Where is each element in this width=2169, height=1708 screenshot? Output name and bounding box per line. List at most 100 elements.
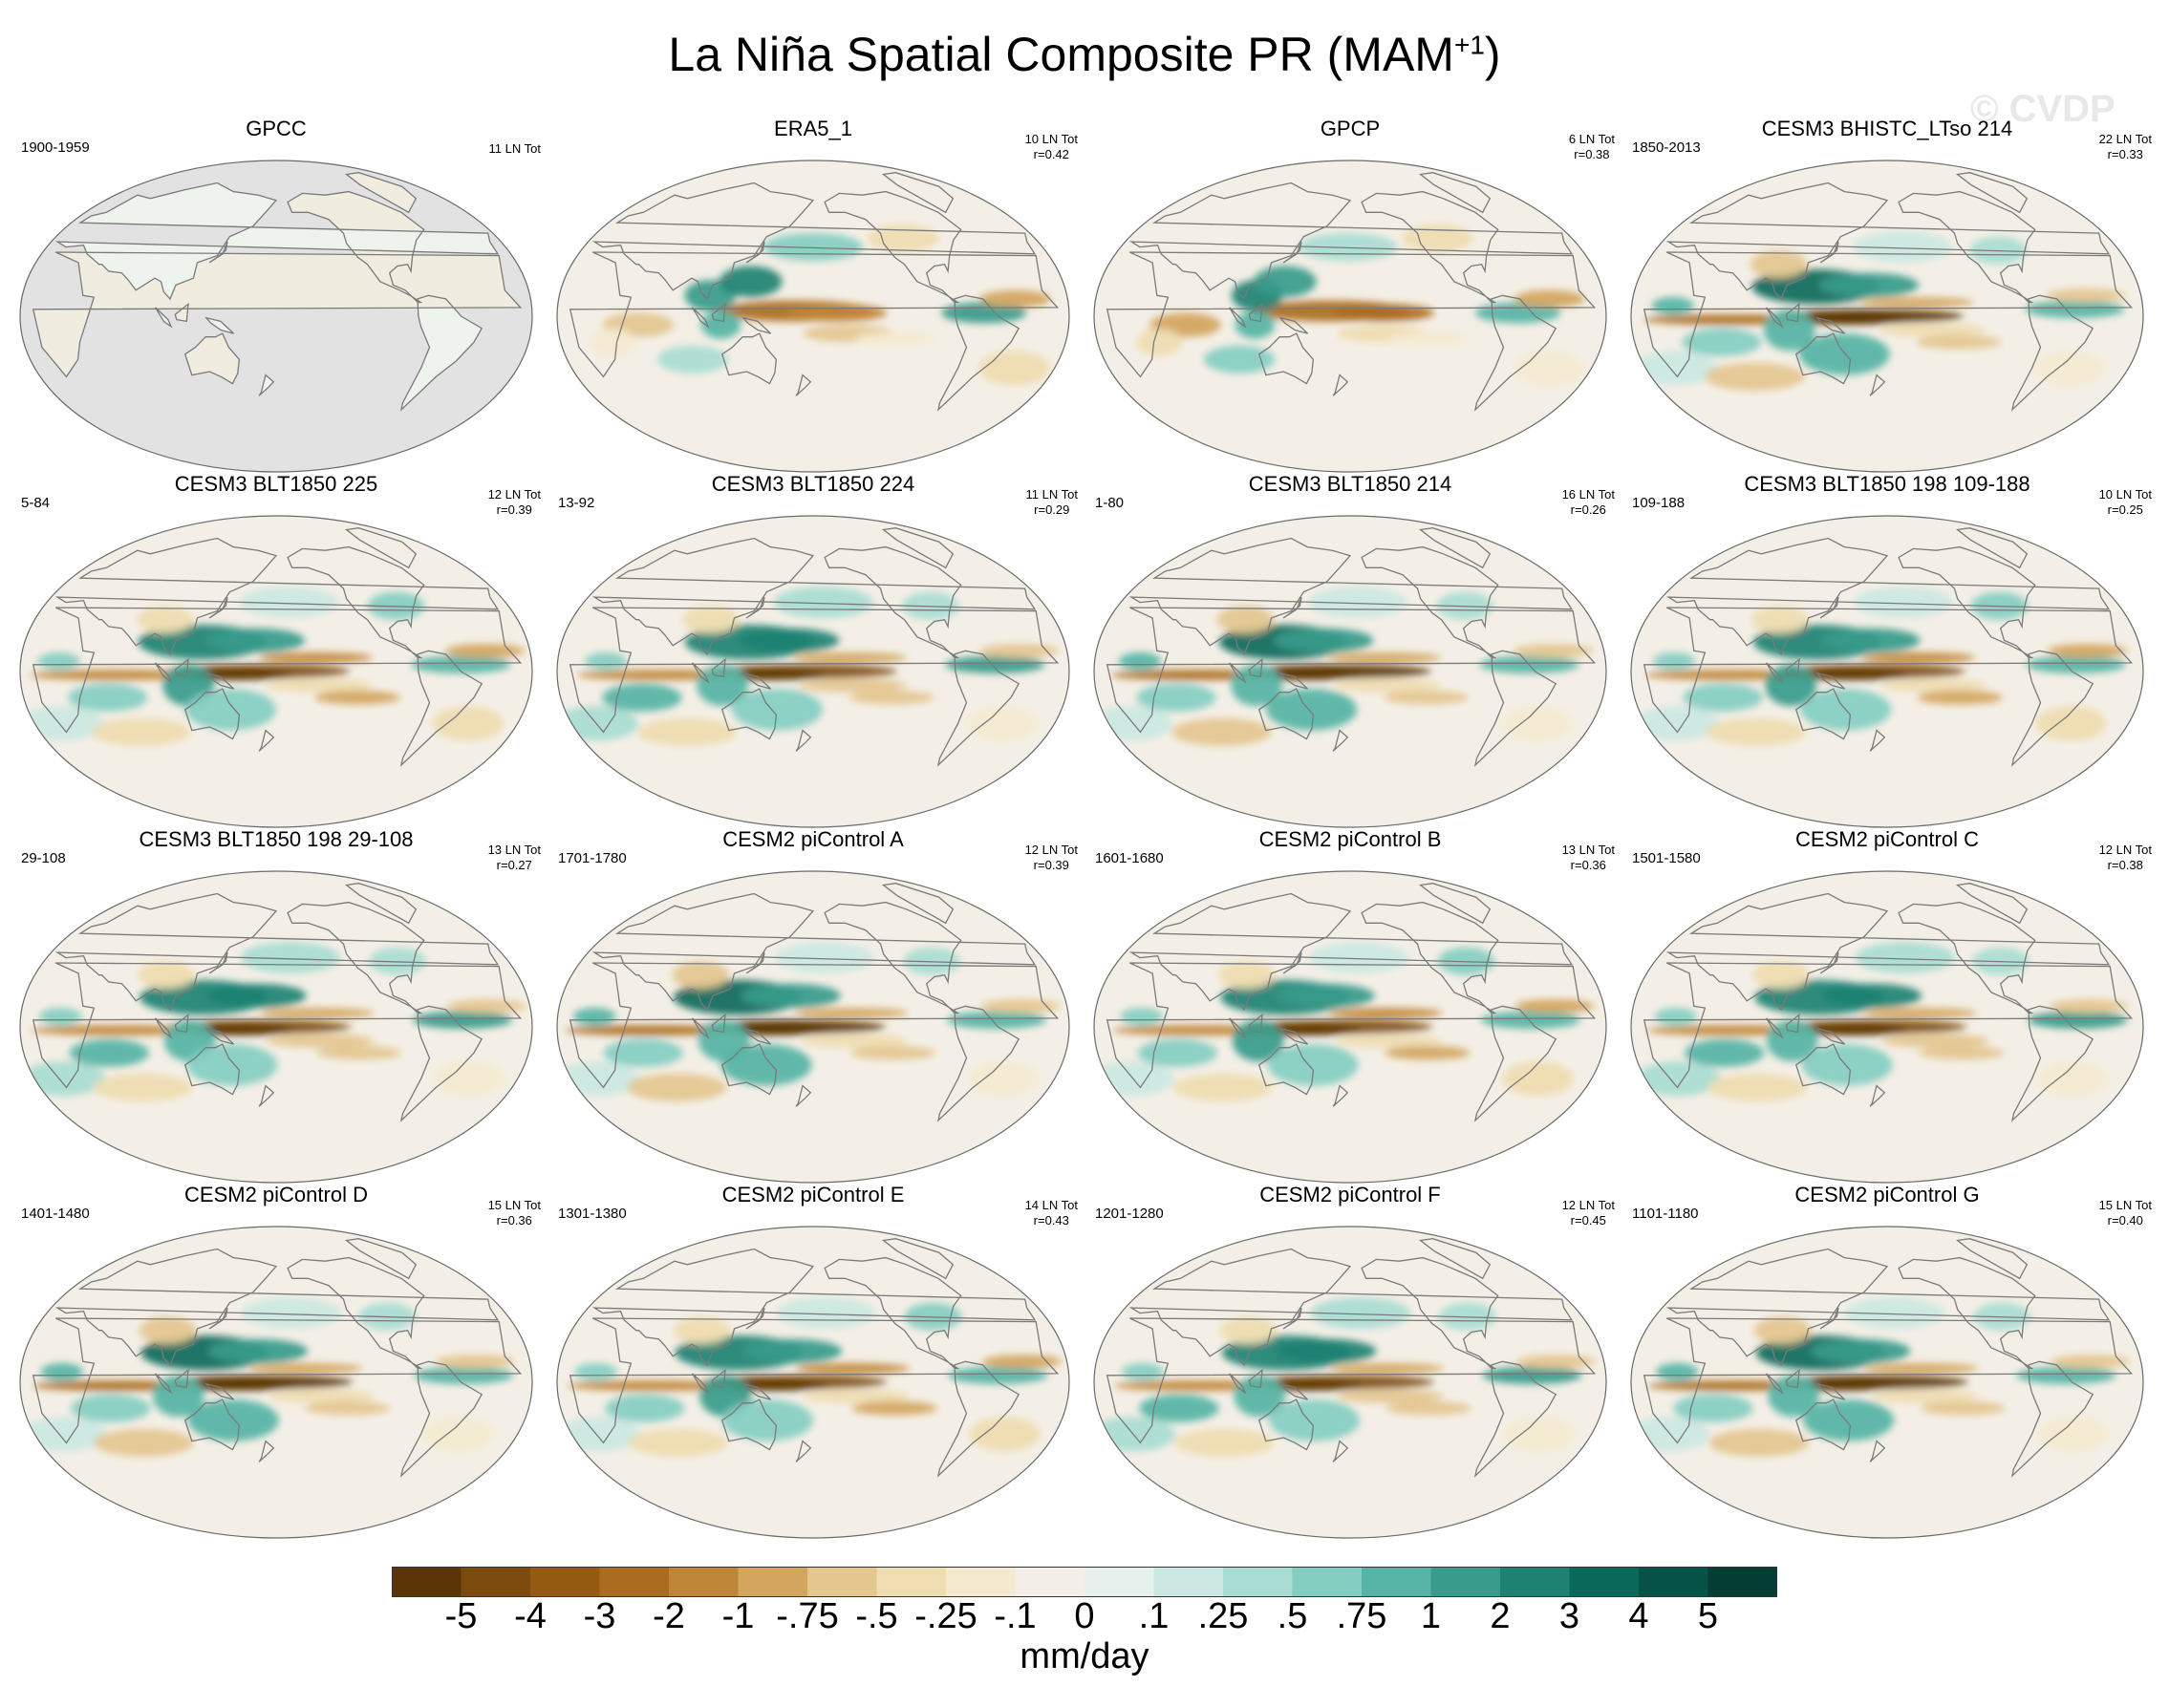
panel-title: CESM3 BLT1850 198 109-188: [1744, 472, 2030, 496]
anomaly-patch: [186, 1044, 278, 1086]
anomaly-patch: [2028, 1011, 2128, 1029]
panel-title: CESM2 piControl C: [1795, 827, 1979, 851]
map-container: [17, 159, 535, 479]
panel-title: CESM2 piControl A: [722, 827, 904, 851]
anomaly-patch: [969, 1417, 1041, 1452]
anomaly-patch: [1203, 345, 1276, 374]
coastline: [1898, 901, 2036, 1014]
coastline: [720, 1043, 778, 1096]
watermark: © CVDP: [1970, 88, 2115, 130]
panel-title: CESM3 BLT1850 198 29-108: [139, 827, 414, 851]
colorbar-swatch: [1639, 1567, 1708, 1597]
coastline: [795, 1440, 812, 1462]
anomaly-patch: [32, 1025, 203, 1035]
map-border: [1093, 160, 1607, 473]
la-nina-count: 10 LN Tot: [2098, 487, 2152, 502]
coastline: [745, 596, 765, 619]
anomaly-patch: [1121, 1363, 1165, 1381]
anomaly-patch: [1335, 1389, 1445, 1403]
anomaly-patch: [1094, 706, 1173, 741]
anomaly-patch: [20, 706, 105, 741]
coastline: [1128, 181, 1574, 301]
anomaly-patch: [1633, 706, 1720, 741]
coastline: [1785, 302, 1800, 323]
panel-years: 5-84: [21, 495, 51, 511]
colorbar-swatch: [1430, 1567, 1501, 1597]
anomaly-patch: [1818, 272, 1920, 298]
panel-stats: 6 LN Tot r=0.38: [1569, 132, 1615, 162]
map-panel: CESM3 BLT1850 214 1-80 16 LN Tot r=0.26: [1082, 472, 1619, 828]
la-nina-count: 15 LN Tot: [487, 1198, 541, 1212]
map-panel: CESM3 BLT1850 198 29-108 29-108 13 LN Tot r…: [8, 827, 545, 1184]
anomaly-patch: [904, 1302, 962, 1331]
coastline: [741, 672, 772, 690]
anomaly-patch: [978, 644, 1060, 658]
anomaly-patch: [1654, 1008, 1697, 1026]
panel-title: ERA5_1: [774, 117, 852, 140]
anomaly-patch: [1706, 717, 1806, 746]
anomaly-patch: [38, 1008, 82, 1026]
panel-title: GPCC: [246, 117, 307, 140]
coastline: [824, 545, 962, 659]
anomaly-patch: [305, 1401, 391, 1416]
la-nina-count: 11 LN Tot: [1025, 487, 1078, 502]
map-container: [554, 1225, 1072, 1545]
anomaly-patch: [1234, 1375, 1285, 1418]
anomaly-patch: [1862, 1008, 1977, 1018]
map-panel: CESM2 piControl D 1401-1480 15 LN Tot r=0.3…: [8, 1183, 545, 1539]
anomaly-patch: [682, 606, 741, 634]
anomaly-patch: [444, 644, 526, 658]
coastline: [32, 962, 523, 1089]
coastline: [54, 892, 500, 1012]
anomaly-patch: [1266, 689, 1358, 731]
coastline: [1815, 1382, 1846, 1400]
map-panel: CESM2 piControl A 1701-1780 12 LN Tot r=0.3…: [545, 827, 1082, 1184]
panel-title: CESM2 piControl D: [184, 1183, 368, 1206]
coastline: [1794, 332, 1852, 385]
panel-stats: 10 LN Tot r=0.25: [2099, 487, 2152, 518]
map-svg: [1093, 1226, 1607, 1539]
panel-years: 29-108: [21, 850, 66, 866]
panel-stats: 11 LN Tot r=0.29: [1026, 487, 1078, 518]
anomaly-patch: [433, 1061, 505, 1097]
map-border: [1093, 1226, 1607, 1539]
coastline: [569, 251, 1060, 378]
panel-stats: 10 LN Tot r=0.42: [1025, 132, 1078, 162]
panel-years: 1101-1180: [1632, 1206, 1699, 1222]
anomaly-field: [1094, 1297, 1597, 1457]
coastline: [711, 657, 726, 678]
panel-years: 1701-1780: [558, 850, 627, 866]
anomaly-patch: [968, 1061, 1040, 1097]
anomaly-patch: [2046, 288, 2126, 303]
panel-title: CESM3 BLT1850 225: [174, 472, 378, 496]
anomaly-patch: [774, 942, 875, 973]
anomaly-patch: [966, 706, 1039, 741]
anomaly-patch: [412, 1011, 512, 1029]
panel-stats: 12 LN Tot r=0.39: [1025, 843, 1078, 873]
colorbar-tick-label: 5: [1697, 1596, 1719, 1636]
anomaly-patch: [787, 304, 888, 322]
panel-title: CESM2 piControl G: [1794, 1183, 1980, 1206]
coastline: [591, 1248, 1037, 1367]
anomaly-patch: [1482, 1366, 1582, 1384]
coastline: [1815, 1027, 1846, 1045]
anomaly-patch: [187, 1399, 279, 1441]
colorbar-tick-label: 4: [1628, 1596, 1649, 1636]
map-container: [554, 869, 1072, 1189]
map-container: [17, 514, 535, 834]
anomaly-patch: [741, 983, 841, 1009]
anomaly-patch: [1708, 1428, 1809, 1457]
la-nina-count: 10 LN Tot: [1024, 132, 1078, 146]
map-border: [1093, 515, 1607, 828]
coastline: [1257, 688, 1315, 740]
anomaly-patch: [1673, 1394, 1753, 1422]
coastlines: [1106, 527, 1597, 767]
pattern-correlation: r=0.26: [1570, 502, 1606, 517]
coastline: [208, 241, 228, 264]
coastline: [1643, 962, 2134, 1089]
la-nina-count: 6 LN Tot: [1568, 132, 1615, 146]
coastline: [1785, 1013, 1800, 1034]
coastline: [1418, 172, 1492, 214]
anomaly-patch: [1811, 1338, 1911, 1364]
colorbar-tick-label: 3: [1558, 1596, 1580, 1636]
